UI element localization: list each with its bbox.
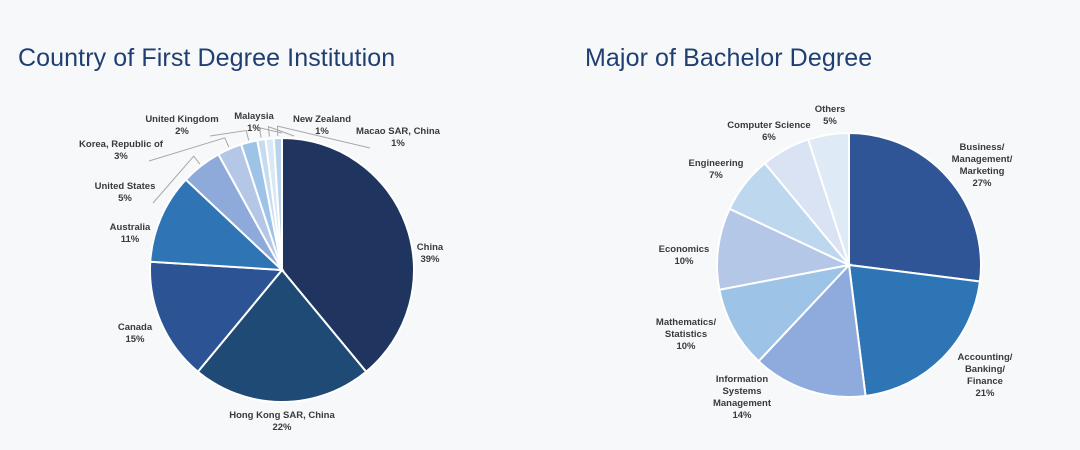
country-leader-united-states (152, 155, 201, 204)
country-label-canada: Canada 15% (118, 322, 153, 345)
major-label-business-management-marketing: Business/Management/Marketing 27% (952, 142, 1013, 189)
major-slice-business-management-marketing (848, 131, 982, 283)
country-label-china: China 39% (417, 242, 444, 265)
major-slice-accounting-banking-finance (847, 263, 982, 398)
country-label-united-states: United States 5% (95, 181, 156, 204)
country-leader-macao-sar-china (276, 125, 371, 149)
country-label-united-kingdom: United Kingdom 2% (145, 114, 218, 137)
major-slice-others (806, 131, 850, 266)
major-pie-labels: Business/Management/Marketing 27% Accounti… (656, 104, 1013, 421)
major-pie (716, 131, 982, 398)
major-label-accounting-banking-finance: Accounting/Banking/Finance 21% (958, 352, 1013, 399)
major-slice-information-systems-management (757, 262, 867, 398)
country-slice-china (281, 136, 415, 374)
major-label-information-systems-management: Information Systems Management 14% (713, 374, 772, 421)
country-slice-hong-kong-sar-china (196, 268, 368, 404)
country-label-malaysia: Malaysia 1% (234, 111, 274, 134)
major-label-computer-science: Computer Science 6% (727, 120, 810, 143)
major-label-mathematics-statistics: Mathematics/Statistics 10% (656, 317, 717, 352)
country-slice-canada (149, 260, 285, 374)
country-leader-malaysia (258, 127, 283, 138)
major-label-others: Others 5% (815, 104, 846, 127)
major-label-engineering: Engineering 7% (689, 158, 744, 181)
major-slice-mathematics-statistics (718, 263, 852, 363)
country-leader-united-kingdom (209, 129, 250, 141)
country-label-korea-republic-of: Korea, Republic of 3% (79, 139, 164, 162)
country-pie (149, 136, 415, 404)
country-label-new-zealand: New Zealand 1% (293, 114, 351, 137)
country-label-macao-sar-china: Macao SAR, China 1% (356, 126, 441, 149)
country-slice-macao-sar-china (272, 136, 283, 271)
country-slice-australia (149, 178, 285, 272)
major-label-economics: Economics 10% (659, 244, 710, 267)
country-chart-title: Country of First Degree Institution (18, 44, 396, 72)
country-leader-new-zealand (267, 125, 295, 137)
major-slice-economics (716, 207, 853, 291)
country-label-hong-kong-sar-china: Hong Kong SAR, China 22% (229, 410, 335, 433)
country-label-australia: Australia 11% (110, 222, 151, 245)
country-pie-labels: China 39% Hong Kong SAR, China 22% Canada 15%… (79, 111, 444, 433)
country-leader-korea-republic-of (148, 137, 230, 162)
major-chart-title: Major of Bachelor Degree (585, 44, 873, 72)
